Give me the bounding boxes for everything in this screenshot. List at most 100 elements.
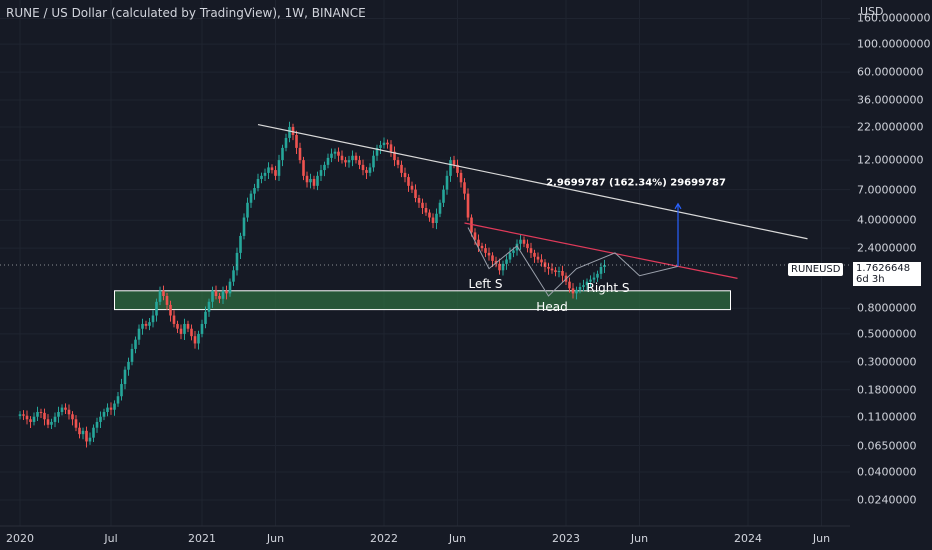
candle-body [232, 270, 235, 282]
candle-body [319, 170, 323, 176]
candle-body [204, 311, 207, 324]
candle-body [116, 396, 120, 404]
candle-body [162, 290, 165, 297]
candle-body [568, 281, 571, 289]
candle-body [571, 288, 575, 294]
candle-body [71, 414, 74, 420]
candle-body [39, 411, 43, 413]
candle-body [379, 145, 382, 148]
candle-body [246, 202, 249, 218]
candle-body [193, 336, 197, 344]
price-tick-label: 0.0240000 [857, 493, 917, 507]
candle-body [361, 164, 365, 171]
candle-body [67, 409, 71, 415]
candle-body [456, 164, 459, 173]
candle-body [270, 167, 274, 171]
currency-label: USD [860, 5, 884, 18]
candle-body [505, 259, 508, 264]
candle-body [106, 407, 109, 412]
support-zone[interactable] [114, 290, 731, 311]
candle-body [211, 290, 214, 302]
candle-body [274, 170, 277, 176]
candle-body [365, 170, 368, 173]
candle-body [309, 178, 312, 183]
candle-body [120, 384, 123, 397]
candle-body [449, 160, 452, 176]
candle-body [501, 263, 505, 271]
pattern-path[interactable] [467, 227, 679, 297]
neckline[interactable] [464, 222, 738, 279]
candle-body [347, 160, 351, 163]
candle-body [130, 348, 134, 362]
candle-body [316, 175, 319, 186]
candle-body [452, 160, 456, 165]
candle-body [78, 427, 81, 435]
candle-body [326, 157, 330, 165]
candle-body [354, 155, 358, 161]
candle-body [592, 277, 596, 280]
date-tick-label: 2021 [188, 532, 216, 545]
candle-body [543, 262, 547, 267]
candle-body [323, 164, 326, 171]
date-tick-label: Jun [630, 532, 649, 545]
candle-body [151, 315, 155, 323]
candle-body [596, 273, 599, 278]
candle-body [424, 207, 428, 213]
candle-body [389, 144, 393, 152]
candle-body [508, 252, 512, 260]
candle-body [491, 255, 494, 261]
candle-body [575, 289, 578, 294]
candle-body [92, 427, 95, 438]
candle-body [85, 430, 88, 442]
candle-body [242, 217, 246, 236]
candle-body [330, 153, 333, 158]
candle-body [431, 217, 435, 224]
candle-body [372, 155, 375, 168]
candle-body [36, 411, 39, 417]
candle-body [484, 248, 487, 253]
candle-body [239, 235, 242, 253]
candle-body [95, 421, 99, 428]
left-shoulder-label: Left S [468, 276, 503, 291]
candle-body [18, 414, 22, 416]
candle-body [148, 322, 151, 326]
candle-body [295, 134, 298, 148]
candle-body [344, 160, 347, 163]
upper-trendline[interactable] [257, 123, 808, 240]
candle-body [183, 323, 186, 334]
candle-body [109, 407, 113, 410]
candle-body [64, 407, 67, 410]
candle-body [263, 172, 267, 176]
candle-body [137, 328, 141, 340]
candle-body [186, 323, 190, 329]
candle-body [260, 175, 263, 179]
candle-body [386, 142, 389, 145]
candle-body [410, 185, 414, 190]
date-tick-label: Jun [812, 532, 831, 545]
candle-body [127, 361, 130, 370]
candle-body [533, 252, 536, 257]
candle-body [218, 296, 221, 299]
price-tick-label: 2.4000000 [857, 241, 917, 255]
candle-body [288, 126, 291, 138]
candle-body [305, 175, 309, 183]
candle-body [536, 256, 540, 260]
candle-body [400, 164, 403, 173]
candle-body [29, 419, 32, 422]
measure-label: 2.9699787 (162.34%) 29699787 [546, 177, 726, 189]
candle-body [22, 414, 25, 416]
candle-body [81, 430, 85, 435]
date-tick-label: Jun [266, 532, 285, 545]
candle-body [515, 243, 519, 251]
measure-arrow-head [674, 202, 682, 210]
candle-body [519, 239, 522, 244]
price-tick-label: 22.0000000 [857, 120, 924, 134]
price-tick-label: 0.1100000 [857, 410, 917, 424]
candle-body [473, 232, 477, 240]
candle-body [529, 248, 533, 253]
candle-body [585, 281, 589, 286]
candle-body [393, 151, 396, 161]
chart-title: RUNE / US Dollar (calculated by TradingV… [6, 6, 366, 20]
candle-body [466, 193, 470, 218]
candle-body [281, 147, 284, 161]
